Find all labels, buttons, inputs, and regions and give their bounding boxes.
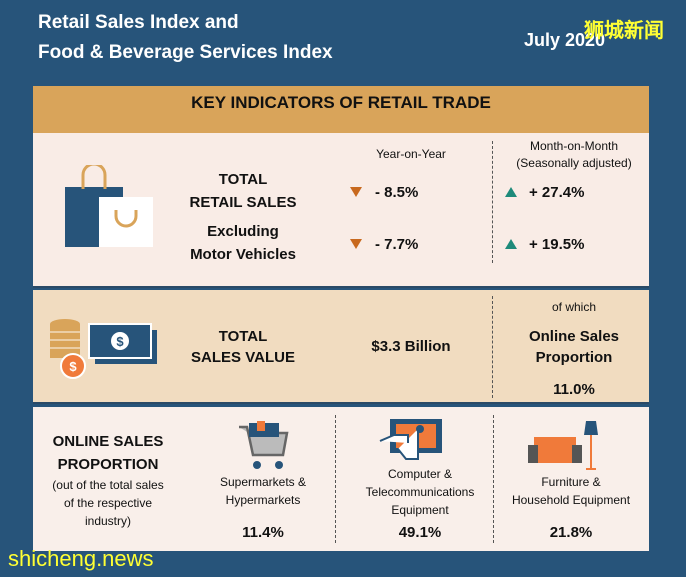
report-date: July 2020 (524, 30, 606, 50)
total-yoy: - 8.5% (375, 184, 419, 201)
sales-value-line1: TOTAL (218, 328, 268, 345)
online-note-line1: (out of the total sales (52, 478, 164, 492)
sales-value: $3.3 Billion (371, 338, 451, 355)
item-1-line2: Hypermarkets (225, 493, 301, 507)
total-retail-line2: RETAIL SALES (189, 194, 297, 211)
sales-value-line2: SALES VALUE (191, 349, 295, 366)
divider (493, 415, 494, 543)
excl-line1: Excluding (207, 223, 279, 240)
title-line1: Retail Sales Index and (38, 12, 239, 33)
excl-line2: Motor Vehicles (190, 246, 296, 263)
total-retail-line1: TOTAL (218, 171, 268, 188)
retail-sales-section: TOTAL RETAIL SALES Excluding Motor Vehic… (33, 133, 649, 288)
tablet-touch-icon (379, 419, 442, 460)
total-mom: + 27.4% (529, 184, 585, 201)
shopping-cart-icon (239, 421, 289, 469)
up-arrow-icon (505, 187, 517, 197)
online-line2: Proportion (535, 349, 613, 366)
item-1-line1: Supermarkets & (219, 475, 307, 489)
mom-header-line1: Month-on-Month (529, 139, 619, 153)
title-line2: Food & Beverage Services Index (38, 42, 333, 63)
divider (492, 296, 493, 398)
online-note-line3: industry) (84, 514, 131, 528)
online-title-line1: ONLINE SALES (52, 433, 164, 450)
excl-yoy: - 7.7% (375, 236, 419, 253)
svg-text:$: $ (116, 334, 124, 349)
up-arrow-icon (505, 239, 517, 249)
watermark-top: 狮城新闻 (584, 20, 664, 42)
sofa-lamp-icon (528, 421, 598, 470)
item-2-line2: Telecommunications (365, 485, 475, 499)
online-title-line2: PROPORTION (57, 456, 159, 473)
yoy-header: Year-on-Year (376, 147, 446, 161)
down-arrow-icon (350, 187, 362, 197)
excl-mom: + 19.5% (529, 236, 585, 253)
online-line1: Online Sales (528, 328, 620, 345)
online-note-line2: of the respective (63, 496, 153, 510)
shopping-bags-icon (65, 165, 153, 247)
sales-value-section: $ $ TOTAL SALES VALUE $3.3 Billion of wh… (33, 290, 649, 404)
item-2-line1: Computer & (387, 467, 453, 481)
divider (335, 415, 336, 543)
item-3-line1: Furniture & (541, 475, 601, 489)
panel-title: KEY INDICATORS OF RETAIL TRADE (33, 86, 649, 133)
item-3-value: 21.8% (549, 524, 593, 541)
money-icon: $ $ (50, 319, 157, 379)
item-3-line2: Household Equipment (511, 493, 631, 507)
watermark-bottom: shicheng.news (8, 546, 154, 571)
svg-text:$: $ (69, 359, 77, 374)
item-1-value: 11.4% (242, 524, 284, 541)
divider (492, 141, 493, 263)
online-value: 11.0% (553, 381, 595, 398)
of-which: of which (551, 300, 597, 314)
item-2-line3: Equipment (391, 503, 449, 517)
down-arrow-icon (350, 239, 362, 249)
mom-header-line2: (Seasonally adjusted) (516, 156, 632, 170)
online-proportion-section: ONLINE SALES PROPORTION (out of the tota… (33, 407, 649, 551)
item-2-value: 49.1% (398, 524, 442, 541)
